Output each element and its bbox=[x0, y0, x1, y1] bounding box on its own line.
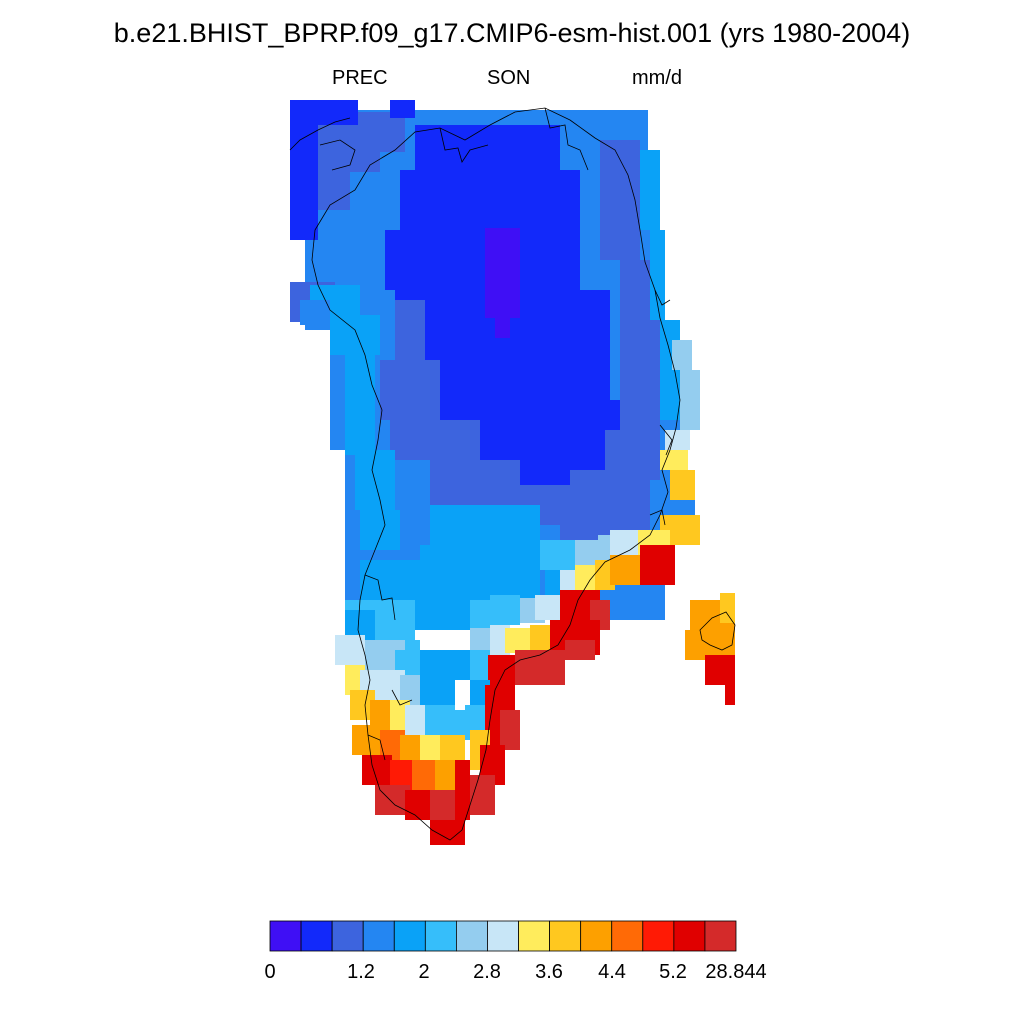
map-cell bbox=[515, 650, 565, 685]
map-cell bbox=[345, 355, 375, 455]
map-cell bbox=[390, 420, 480, 460]
colorbar-box bbox=[642, 920, 675, 952]
colorbar-tick-label: 0 bbox=[264, 961, 276, 983]
colorbar-box bbox=[269, 920, 302, 952]
northwest-islands-coastline bbox=[289, 117, 356, 171]
colorbar-box bbox=[549, 920, 582, 952]
colorbar-tick-label: 1.2 bbox=[347, 961, 375, 983]
map-cell bbox=[680, 370, 700, 430]
colorbar-tick-label: 28.844 bbox=[705, 961, 767, 983]
map-cell bbox=[330, 315, 380, 355]
colorbar-box bbox=[300, 920, 333, 952]
colorbar-tick-label: 3.6 bbox=[535, 961, 563, 983]
colorbar-box bbox=[518, 920, 551, 952]
map-cell bbox=[390, 100, 415, 118]
greenland-coastline bbox=[311, 107, 681, 841]
map-cell bbox=[470, 600, 490, 630]
colorbar-box bbox=[455, 920, 488, 952]
map-cell bbox=[400, 735, 420, 765]
map-cell bbox=[335, 635, 365, 665]
map-cell bbox=[405, 705, 425, 735]
map-cell bbox=[455, 760, 470, 790]
map-cell bbox=[610, 530, 638, 555]
southwest-fjords bbox=[364, 574, 413, 761]
map-cell bbox=[435, 760, 455, 790]
map-cell bbox=[565, 640, 595, 660]
colorbar-box bbox=[673, 920, 706, 952]
map-cell bbox=[495, 318, 510, 338]
map-cell bbox=[400, 170, 580, 230]
units-label: mm/d bbox=[632, 67, 682, 89]
map-cell bbox=[395, 300, 425, 360]
map-cell bbox=[640, 545, 675, 585]
map-cells bbox=[290, 100, 735, 845]
map-cell bbox=[455, 790, 470, 820]
map-cell bbox=[290, 100, 318, 240]
map-cell bbox=[485, 228, 520, 318]
map-cell bbox=[535, 595, 560, 620]
colorbar-box bbox=[424, 920, 457, 952]
map-cell bbox=[360, 560, 420, 600]
iceland-coastline bbox=[699, 611, 736, 651]
colorbar-box bbox=[487, 920, 519, 952]
map-cell bbox=[352, 725, 382, 755]
map-cell bbox=[640, 150, 660, 230]
map-title: b.e21.BHIST_BPRP.f09_g17.CMIP6-esm-hist.… bbox=[113, 18, 911, 48]
east-coast-detail bbox=[649, 289, 673, 526]
colorbar-tick-label: 2 bbox=[418, 961, 430, 983]
map-cell bbox=[450, 650, 470, 680]
map-cell bbox=[430, 790, 455, 825]
map-cell bbox=[725, 660, 735, 705]
north-coast-detail bbox=[439, 107, 589, 171]
map-cell bbox=[300, 300, 330, 325]
map-cell bbox=[420, 735, 440, 765]
season-label: SON bbox=[487, 67, 531, 89]
colorbar-tick-label: 5.2 bbox=[659, 961, 687, 983]
map-cell bbox=[720, 593, 735, 623]
colorbar-box bbox=[393, 920, 426, 952]
map-cell bbox=[430, 505, 540, 545]
map-cell bbox=[360, 510, 400, 550]
colorbar-box bbox=[331, 920, 364, 952]
map-cell bbox=[420, 650, 455, 680]
map-cell bbox=[410, 350, 610, 400]
colorbar-tick-label: 2.8 bbox=[473, 961, 501, 983]
map-cell bbox=[400, 675, 420, 705]
colorbar-box bbox=[362, 920, 395, 952]
map-cell bbox=[660, 450, 688, 470]
map-cell bbox=[610, 555, 640, 585]
colorbar-box bbox=[611, 920, 644, 952]
map-cell bbox=[412, 760, 437, 790]
colorbar-box bbox=[704, 920, 737, 952]
colorbar-box bbox=[580, 920, 613, 952]
map-cell bbox=[420, 545, 540, 600]
map-cell bbox=[490, 595, 520, 625]
map-cell bbox=[415, 125, 560, 170]
map-cell bbox=[380, 360, 440, 420]
map-cell bbox=[488, 655, 518, 685]
map-cell bbox=[380, 112, 405, 152]
map-cell bbox=[715, 625, 735, 660]
map-cell bbox=[385, 230, 580, 290]
variable-label: PREC bbox=[332, 67, 388, 89]
colorbar-tick-label: 4.4 bbox=[598, 961, 626, 983]
map-cell bbox=[500, 710, 520, 750]
map-cell bbox=[670, 470, 695, 500]
coastline bbox=[289, 107, 736, 841]
map-cell bbox=[650, 230, 665, 320]
map-cell bbox=[672, 340, 692, 370]
